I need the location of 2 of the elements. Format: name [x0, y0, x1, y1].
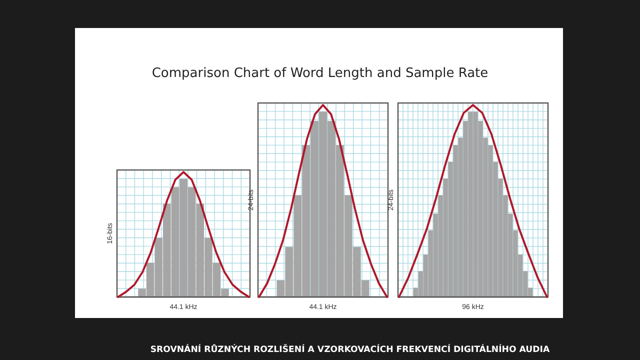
text: Comparison Chart of Word Length and Sample Rate — [152, 66, 488, 81]
text: SROVNÁNÍ RŮZNÝCH ROZLIŠENÍ A VZORKOVACÍCH FREKVENCÍ DIGITÁLNÍHO AUDIA — [150, 344, 550, 355]
